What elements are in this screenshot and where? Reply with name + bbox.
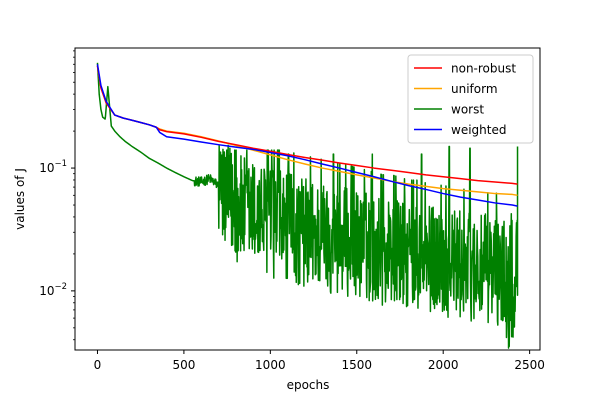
legend-label-non-robust: non-robust — [451, 62, 516, 76]
series-line-worst — [96, 62, 519, 349]
y-axis-ticks: 10−2 10−1 — [39, 50, 75, 341]
x-tick-label: 2000 — [428, 358, 459, 372]
x-tick-label: 1500 — [341, 358, 372, 372]
x-axis-label: epochs — [287, 378, 330, 392]
x-tick-label: 1000 — [255, 358, 286, 372]
x-tick-label: 2500 — [514, 358, 545, 372]
x-axis-ticks: 0 500 1000 1500 2000 2500 — [94, 350, 545, 372]
legend-label-uniform: uniform — [451, 82, 498, 96]
y-tick-label: 10−2 — [39, 282, 67, 298]
x-tick-label: 500 — [172, 358, 195, 372]
y-axis-label: values of J — [13, 168, 27, 230]
legend-label-weighted: weighted — [451, 123, 506, 137]
series-line-weighted — [96, 64, 518, 207]
legend: non-robust uniform worst weighted — [407, 54, 534, 144]
series-layer — [96, 62, 519, 349]
y-tick-label: 10−1 — [39, 159, 67, 175]
x-tick-label: 0 — [94, 358, 102, 372]
legend-frame — [407, 54, 534, 144]
legend-label-worst: worst — [451, 103, 484, 117]
axes-frame — [74, 47, 541, 351]
